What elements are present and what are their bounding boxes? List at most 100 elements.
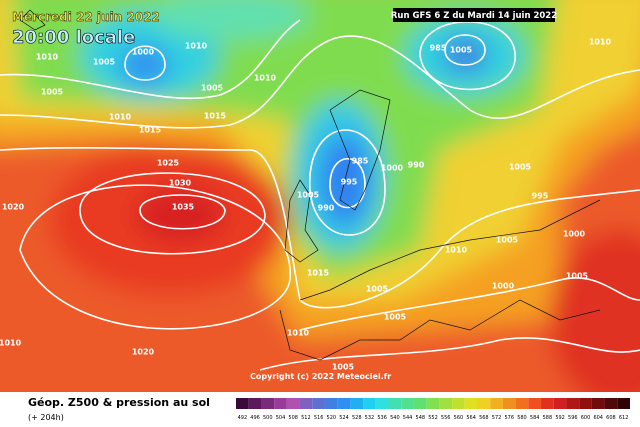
isobar-label: 1005 <box>297 191 320 200</box>
valid-date: Mercredi 22 juin 2022 <box>12 10 160 24</box>
scale-label: 536 <box>377 415 387 421</box>
scale-label: 504 <box>276 415 286 421</box>
isobar-label: 985 <box>430 44 447 53</box>
scale-swatch <box>401 398 414 409</box>
isobar-label: 1005 <box>41 88 64 97</box>
scale-swatch <box>604 398 618 409</box>
isobar-label: 1020 <box>2 203 25 212</box>
scale-label: 604 <box>593 415 603 421</box>
scale-swatch <box>490 398 503 409</box>
scale-swatch <box>337 398 351 409</box>
scale-swatch <box>261 398 275 409</box>
scale-swatch <box>350 398 364 409</box>
isobars <box>0 19 640 371</box>
scale-swatch <box>236 398 249 409</box>
scale-label: 544 <box>403 415 413 421</box>
isobar-label: 985 <box>352 157 369 166</box>
copyright: Copyright (c) 2022 Meteociel.fr <box>250 372 391 381</box>
isobar-label: 1030 <box>169 179 192 188</box>
scale-label: 560 <box>454 415 464 421</box>
scale-label: 520 <box>327 415 337 421</box>
scale-swatch <box>274 398 287 409</box>
scale-label: 564 <box>466 415 476 421</box>
isobar-label: 1015 <box>307 269 330 278</box>
scale-swatch <box>579 398 592 409</box>
scale-swatch <box>477 398 491 409</box>
scale-swatch <box>502 398 516 409</box>
scale-swatch <box>452 398 465 409</box>
isobar-label: 1010 <box>445 246 468 255</box>
isobar-label: 1005 <box>201 84 224 93</box>
color-scale: 492 496 500 504 508 512 516 520 524 528 532 536 540 5… <box>236 398 630 421</box>
isobar-label: 1010 <box>0 339 22 348</box>
isobar-label: 1005 <box>509 163 532 172</box>
isobar-label: 1000 <box>492 282 515 291</box>
isobar-label: 1000 <box>381 164 404 173</box>
isobar-label: 995 <box>532 192 549 201</box>
scale-swatch <box>312 398 325 409</box>
scale-swatch <box>515 398 529 409</box>
scale-swatch <box>375 398 389 409</box>
scale-label: 580 <box>517 415 527 421</box>
scale-label: 496 <box>250 415 260 421</box>
scale-swatch <box>591 398 605 409</box>
run-box <box>393 8 555 22</box>
scale-label: 556 <box>441 415 451 421</box>
isobar-label: 1010 <box>185 42 208 51</box>
isobar-label: 1010 <box>254 74 277 83</box>
isobar-label: 1000 <box>563 230 586 239</box>
isobar-label: 1015 <box>204 112 227 121</box>
scale-swatch <box>388 398 402 409</box>
scale-label: 568 <box>479 415 489 421</box>
isobar-label: 1000 <box>132 48 155 57</box>
isobar-label: 1010 <box>36 53 59 62</box>
isobar-label: 1005 <box>496 236 519 245</box>
isobar-label: 1005 <box>93 58 116 67</box>
coastlines <box>19 9 601 361</box>
scale-swatch <box>248 398 262 409</box>
run-label: Run GFS 6 Z du Mardi 14 juin 2022 <box>391 11 557 21</box>
scale-label: 516 <box>314 415 324 421</box>
scale-swatch <box>286 398 300 409</box>
isobar-label: 1010 <box>589 38 612 47</box>
isobar-label: 1035 <box>172 203 195 212</box>
isobar-label: 1010 <box>287 329 310 338</box>
scale-label: 548 <box>416 415 426 421</box>
scale-label: 592 <box>555 415 565 421</box>
isobar-label: 1020 <box>132 348 155 357</box>
footer-title: Géop. Z500 & pression au sol <box>28 396 210 409</box>
scale-label: 584 <box>530 415 540 421</box>
scale-swatch <box>541 398 554 409</box>
isobar-label: 1005 <box>450 46 473 55</box>
isobar-label: 1025 <box>157 159 180 168</box>
scale-swatch <box>464 398 478 409</box>
isobar-label: 1005 <box>366 285 389 294</box>
scale-label: 508 <box>288 415 298 421</box>
scale-label: 588 <box>543 415 553 421</box>
isobar-label: 1005 <box>332 363 355 372</box>
valid-time: 20:00 locale <box>12 27 135 48</box>
scale-swatch <box>299 398 313 409</box>
scale-swatch <box>553 398 567 409</box>
isobar-label: 990 <box>318 204 335 213</box>
scale-swatch <box>426 398 440 409</box>
scale-label: 524 <box>339 415 349 421</box>
scale-label: 600 <box>581 415 591 421</box>
scale-swatch <box>566 398 580 409</box>
scale-label: 540 <box>390 415 400 421</box>
isobar-label: 990 <box>408 161 425 170</box>
scale-label: 492 <box>238 415 248 421</box>
scale-swatch <box>363 398 376 409</box>
scale-label: 612 <box>619 415 629 421</box>
scale-label: 500 <box>263 415 273 421</box>
scale-label: 572 <box>492 415 502 421</box>
scale-label: 608 <box>606 415 616 421</box>
isobar-label: 1005 <box>566 272 589 281</box>
isobar-label: 1005 <box>384 313 407 322</box>
scale-label: 576 <box>504 415 514 421</box>
forecast-lead: (+ 204h) <box>28 413 64 422</box>
isobar-label: 995 <box>341 178 358 187</box>
scale-label: 532 <box>365 415 375 421</box>
